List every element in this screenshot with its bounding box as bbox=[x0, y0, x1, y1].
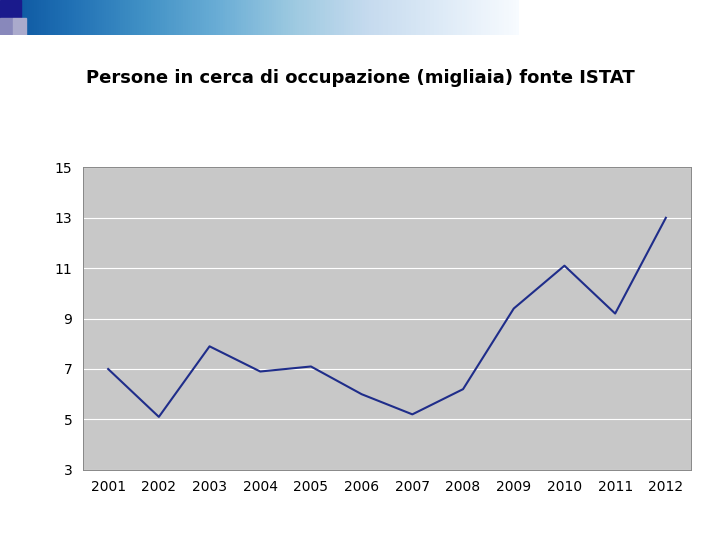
Bar bbox=[0, 17, 13, 35]
Bar bbox=[0, 0, 21, 17]
Bar bbox=[13, 17, 26, 35]
Text: Persone in cerca di occupazione (migliaia) fonte ISTAT: Persone in cerca di occupazione (migliai… bbox=[86, 69, 634, 87]
